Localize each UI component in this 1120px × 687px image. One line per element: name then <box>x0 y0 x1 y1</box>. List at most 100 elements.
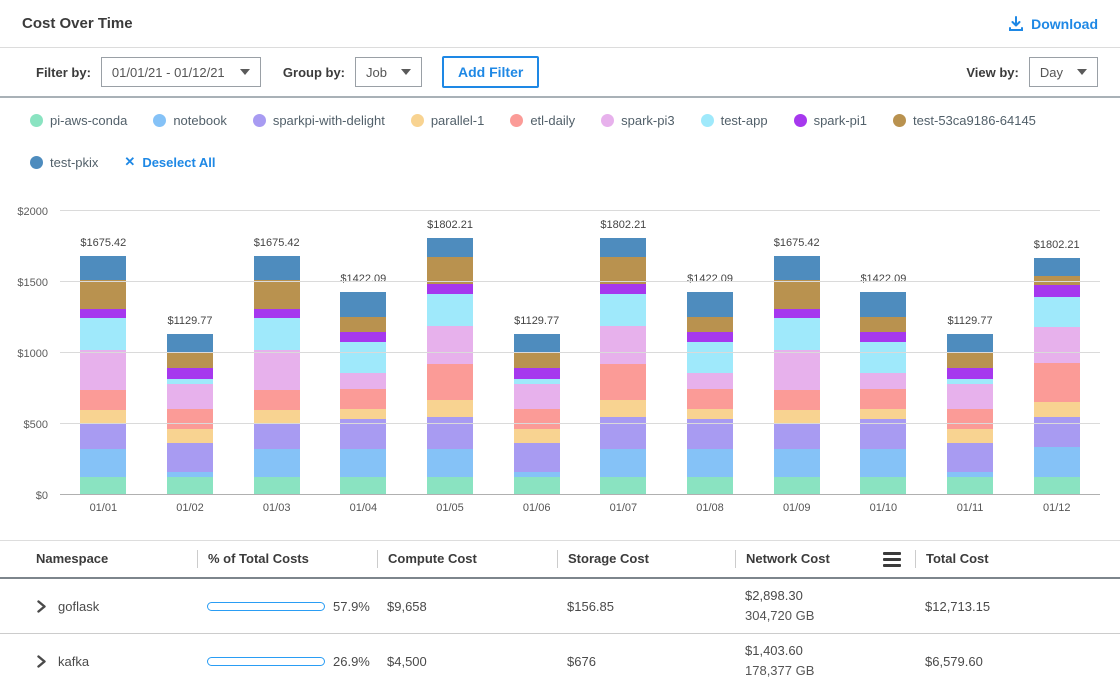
bar-segment-spark-pi3[interactable] <box>427 326 473 363</box>
bar-segment-spark-pi1[interactable] <box>774 309 820 319</box>
stacked-bar-01/10[interactable] <box>860 292 906 494</box>
bar-segment-test-pkix[interactable] <box>860 292 906 317</box>
bar-segment-etl-daily[interactable] <box>774 390 820 410</box>
bar-segment-notebook[interactable] <box>687 449 733 477</box>
bar-segment-test-app[interactable] <box>600 294 646 326</box>
bar-segment-test-53ca9186-64145[interactable] <box>80 280 126 308</box>
bar-segment-sparkpi-with-delight[interactable] <box>947 443 993 472</box>
bar-segment-etl-daily[interactable] <box>947 409 993 429</box>
bar-segment-etl-daily[interactable] <box>340 389 386 409</box>
bar-segment-etl-daily[interactable] <box>254 390 300 410</box>
bar-segment-spark-pi3[interactable] <box>860 373 906 389</box>
date-range-select[interactable]: 01/01/21 - 01/12/21 <box>101 57 261 87</box>
legend-item-spark-pi1[interactable]: spark-pi1 <box>794 113 867 128</box>
bar-segment-pi-aws-conda[interactable] <box>340 477 386 494</box>
bar-segment-pi-aws-conda[interactable] <box>687 477 733 494</box>
bar-segment-test-pkix[interactable] <box>80 256 126 280</box>
legend-item-etl-daily[interactable]: etl-daily <box>510 113 575 128</box>
group-by-select[interactable]: Job <box>355 57 422 87</box>
bar-segment-pi-aws-conda[interactable] <box>254 477 300 494</box>
stacked-bar-01/04[interactable] <box>340 292 386 494</box>
stacked-bar-01/09[interactable] <box>774 256 820 494</box>
bar-segment-sparkpi-with-delight[interactable] <box>600 417 646 449</box>
bar-segment-test-app[interactable] <box>860 342 906 373</box>
bar-segment-parallel-1[interactable] <box>167 429 213 443</box>
bar-segment-etl-daily[interactable] <box>860 389 906 409</box>
bar-segment-parallel-1[interactable] <box>860 409 906 419</box>
bar-segment-spark-pi1[interactable] <box>600 284 646 294</box>
column-header-network[interactable]: Network Cost <box>735 550 915 568</box>
bar-segment-etl-daily[interactable] <box>514 409 560 429</box>
bar-segment-parallel-1[interactable] <box>80 410 126 423</box>
bar-segment-test-53ca9186-64145[interactable] <box>254 280 300 308</box>
namespace-expander[interactable]: kafka <box>0 654 197 669</box>
bar-segment-notebook[interactable] <box>1034 447 1080 476</box>
bar-segment-test-53ca9186-64145[interactable] <box>687 317 733 332</box>
download-button[interactable]: Download <box>1008 16 1098 32</box>
bar-segment-etl-daily[interactable] <box>427 364 473 401</box>
bar-segment-sparkpi-with-delight[interactable] <box>1034 417 1080 448</box>
stacked-bar-01/02[interactable] <box>167 334 213 494</box>
bar-segment-test-app[interactable] <box>340 342 386 373</box>
bar-segment-spark-pi3[interactable] <box>254 350 300 390</box>
add-filter-button[interactable]: Add Filter <box>442 56 539 88</box>
column-header-namespace[interactable]: Namespace <box>0 550 197 568</box>
bar-segment-spark-pi3[interactable] <box>167 384 213 409</box>
bar-segment-parallel-1[interactable] <box>947 429 993 443</box>
bar-segment-test-53ca9186-64145[interactable] <box>600 257 646 284</box>
bar-segment-spark-pi3[interactable] <box>600 326 646 363</box>
bar-segment-test-53ca9186-64145[interactable] <box>774 280 820 308</box>
view-by-select[interactable]: Day <box>1029 57 1098 87</box>
legend-item-sparkpi-with-delight[interactable]: sparkpi-with-delight <box>253 113 385 128</box>
bar-segment-notebook[interactable] <box>774 449 820 477</box>
bar-segment-notebook[interactable] <box>340 449 386 477</box>
bar-segment-etl-daily[interactable] <box>687 389 733 409</box>
legend-item-spark-pi3[interactable]: spark-pi3 <box>601 113 674 128</box>
bar-segment-sparkpi-with-delight[interactable] <box>80 423 126 449</box>
bar-segment-etl-daily[interactable] <box>600 364 646 401</box>
bar-segment-parallel-1[interactable] <box>427 400 473 417</box>
bar-segment-spark-pi3[interactable] <box>687 373 733 389</box>
bar-segment-spark-pi3[interactable] <box>514 384 560 409</box>
stacked-bar-01/05[interactable] <box>427 238 473 494</box>
chevron-right-icon[interactable] <box>36 600 47 613</box>
bar-segment-spark-pi1[interactable] <box>860 332 906 342</box>
legend-item-test-app[interactable]: test-app <box>701 113 768 128</box>
bar-segment-spark-pi3[interactable] <box>340 373 386 389</box>
bar-segment-spark-pi1[interactable] <box>254 309 300 319</box>
bar-segment-spark-pi1[interactable] <box>427 284 473 294</box>
bar-segment-spark-pi1[interactable] <box>514 368 560 379</box>
bar-segment-test-pkix[interactable] <box>514 334 560 353</box>
bar-segment-test-pkix[interactable] <box>340 292 386 317</box>
bar-segment-parallel-1[interactable] <box>254 410 300 423</box>
column-header-compute[interactable]: Compute Cost <box>377 550 557 568</box>
bar-segment-etl-daily[interactable] <box>167 409 213 429</box>
bar-segment-pi-aws-conda[interactable] <box>514 477 560 494</box>
bar-segment-spark-pi1[interactable] <box>687 332 733 342</box>
bar-segment-pi-aws-conda[interactable] <box>1034 477 1080 494</box>
bar-segment-pi-aws-conda[interactable] <box>167 477 213 494</box>
bar-segment-sparkpi-with-delight[interactable] <box>254 423 300 449</box>
stacked-bar-01/06[interactable] <box>514 334 560 494</box>
bar-segment-pi-aws-conda[interactable] <box>80 477 126 494</box>
bar-segment-test-app[interactable] <box>687 342 733 373</box>
stacked-bar-01/01[interactable] <box>80 256 126 494</box>
bar-segment-parallel-1[interactable] <box>774 410 820 423</box>
bar-segment-parallel-1[interactable] <box>687 409 733 419</box>
column-header-total[interactable]: Total Cost <box>915 550 1120 568</box>
bar-segment-sparkpi-with-delight[interactable] <box>427 417 473 449</box>
bar-segment-pi-aws-conda[interactable] <box>860 477 906 494</box>
column-header-storage[interactable]: Storage Cost <box>557 550 735 568</box>
bar-segment-spark-pi3[interactable] <box>947 384 993 409</box>
bar-segment-notebook[interactable] <box>860 449 906 477</box>
bar-segment-test-53ca9186-64145[interactable] <box>340 317 386 332</box>
bar-segment-notebook[interactable] <box>80 449 126 477</box>
bar-segment-spark-pi3[interactable] <box>1034 327 1080 364</box>
bar-segment-test-53ca9186-64145[interactable] <box>167 352 213 367</box>
bar-segment-test-53ca9186-64145[interactable] <box>860 317 906 332</box>
bar-segment-parallel-1[interactable] <box>1034 402 1080 417</box>
bar-segment-parallel-1[interactable] <box>514 429 560 443</box>
bar-segment-test-pkix[interactable] <box>774 256 820 280</box>
bar-segment-etl-daily[interactable] <box>1034 363 1080 401</box>
bar-segment-spark-pi1[interactable] <box>80 309 126 319</box>
